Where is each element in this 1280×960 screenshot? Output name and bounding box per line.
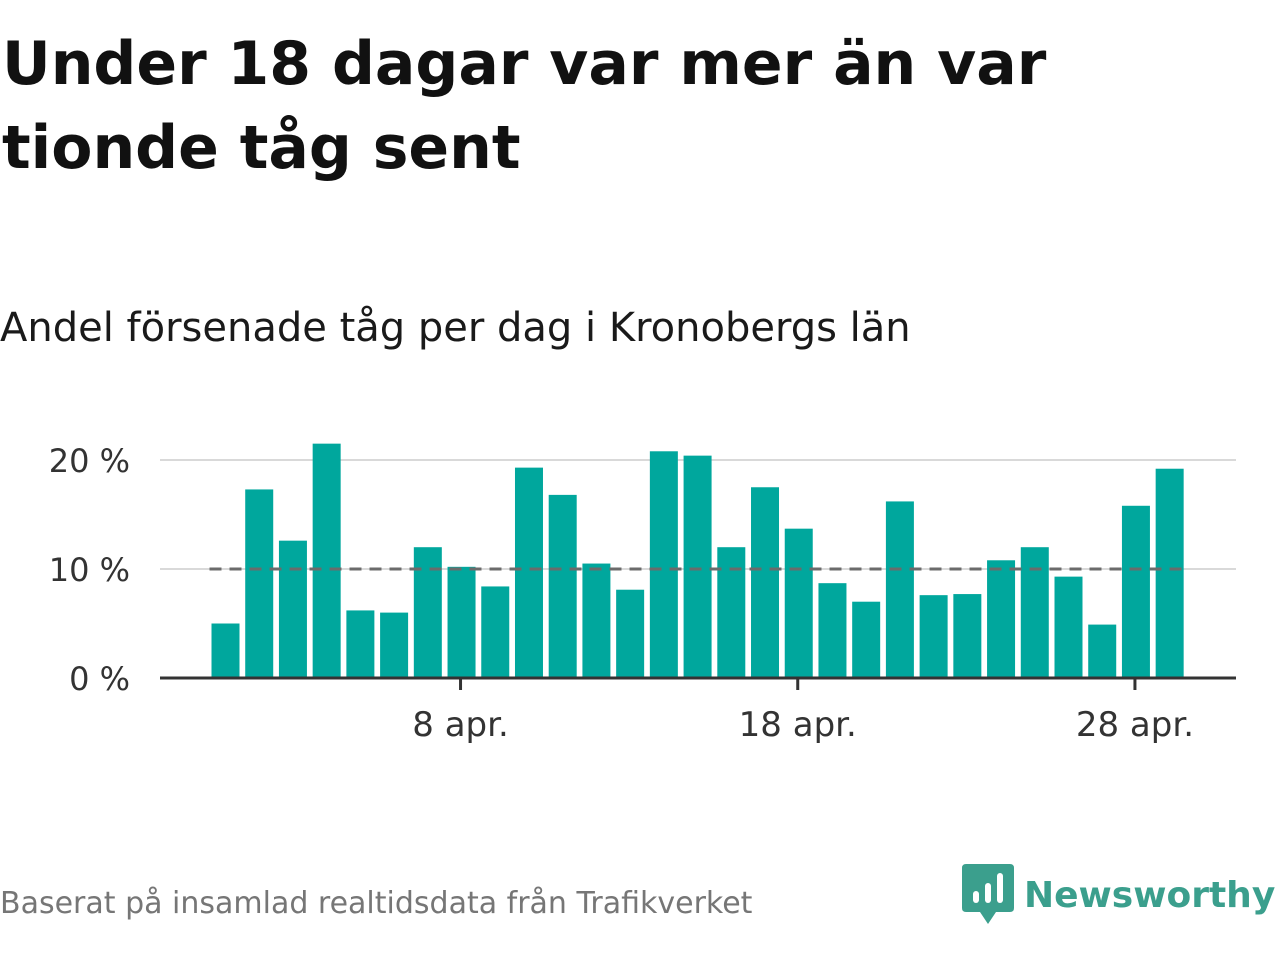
bar (380, 612, 409, 678)
bar (784, 528, 813, 678)
source-note: Baserat på insamlad realtidsdata från Tr… (0, 886, 753, 921)
bar (818, 583, 847, 678)
bar (312, 443, 341, 678)
y-tick-label: 20 % (49, 442, 130, 480)
bar (717, 547, 746, 678)
bar (852, 601, 881, 678)
bar (1121, 505, 1150, 678)
bar (1155, 468, 1184, 678)
bar (919, 595, 948, 678)
chart-title: Under 18 dagar var mer än var tionde tåg… (2, 29, 1047, 183)
chart-subtitle: Andel försenade tåg per dag i Kronobergs… (0, 305, 911, 351)
x-tick-label: 28 apr. (1076, 705, 1194, 745)
bar (481, 586, 510, 678)
bar (751, 487, 780, 678)
bar (245, 489, 274, 678)
newsworthy-logo[interactable]: Newsworthy (962, 862, 1275, 928)
x-tick-label: 18 apr. (739, 705, 857, 745)
bar (413, 547, 442, 678)
bar (447, 566, 476, 678)
bar (346, 610, 375, 678)
bar (885, 501, 914, 678)
bar (1088, 624, 1117, 678)
bar (616, 589, 645, 678)
bar (649, 451, 678, 678)
bar (953, 594, 982, 678)
bar (211, 623, 240, 678)
brand-name: Newsworthy (1024, 874, 1276, 916)
bar (278, 540, 307, 678)
bar (514, 467, 543, 678)
bars (211, 443, 1184, 678)
bar (582, 563, 611, 678)
y-tick-label: 10 % (49, 551, 130, 589)
axes: 0 % 10 % 20 % 8 apr. 18 apr. 28 apr. (49, 442, 1236, 745)
y-tick-label: 0 % (69, 660, 130, 698)
bar (987, 560, 1016, 678)
bar (1020, 547, 1049, 678)
bar (1054, 576, 1083, 678)
bar-chart: 0 % 10 % 20 % 8 apr. 18 apr. 28 apr. (49, 442, 1236, 745)
bar (548, 494, 577, 678)
newsworthy-logo-icon (962, 864, 1014, 924)
x-tick-label: 8 apr. (412, 705, 509, 745)
bar (683, 455, 712, 678)
